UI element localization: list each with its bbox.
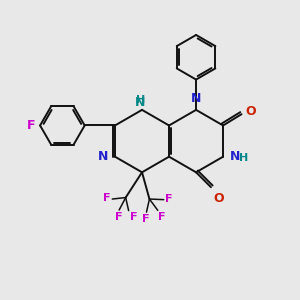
Text: F: F	[158, 212, 166, 222]
Text: H: H	[136, 95, 145, 105]
Text: O: O	[245, 105, 256, 118]
Text: F: F	[142, 214, 150, 224]
Text: N: N	[135, 96, 146, 109]
Text: H: H	[238, 153, 248, 163]
Text: N: N	[230, 150, 240, 163]
Text: F: F	[166, 194, 173, 204]
Text: O: O	[213, 192, 224, 205]
Text: N: N	[98, 150, 108, 163]
Text: N: N	[191, 92, 201, 105]
Text: F: F	[103, 193, 111, 202]
Text: F: F	[27, 119, 36, 132]
Text: F: F	[115, 212, 122, 222]
Text: F: F	[130, 212, 137, 222]
